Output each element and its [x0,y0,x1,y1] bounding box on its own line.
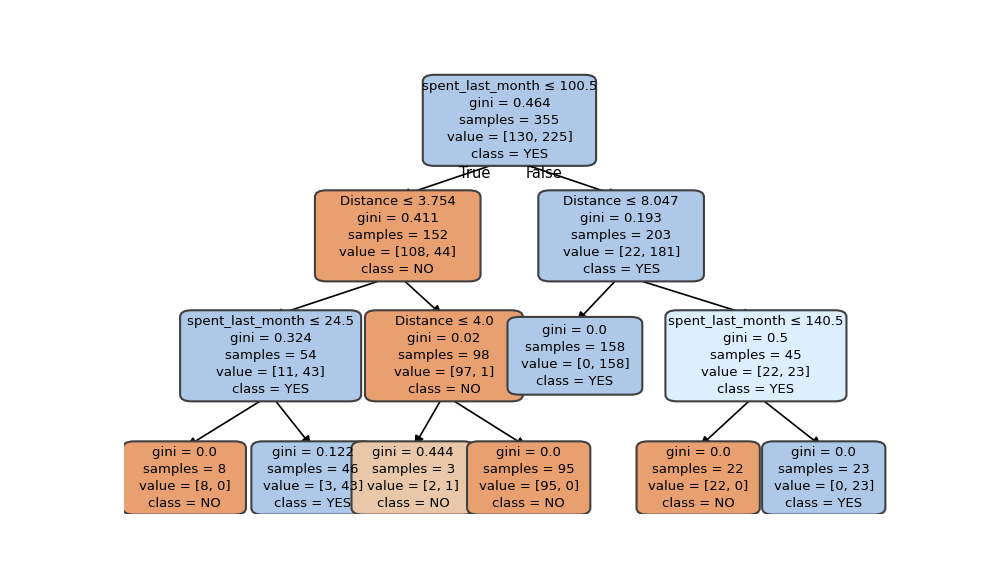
Text: Distance ≤ 8.047
gini = 0.193
samples = 203
value = [22, 181]
class = YES: Distance ≤ 8.047 gini = 0.193 samples = … [563,196,680,276]
FancyBboxPatch shape [539,190,704,282]
Text: gini = 0.0
samples = 22
value = [22, 0]
class = NO: gini = 0.0 samples = 22 value = [22, 0] … [648,446,748,510]
Text: Distance ≤ 3.754
gini = 0.411
samples = 152
value = [108, 44]
class = NO: Distance ≤ 3.754 gini = 0.411 samples = … [339,196,456,276]
FancyBboxPatch shape [180,310,361,402]
Text: Distance ≤ 4.0
gini = 0.02
samples = 98
value = [97, 1]
class = NO: Distance ≤ 4.0 gini = 0.02 samples = 98 … [394,315,494,396]
FancyBboxPatch shape [665,310,847,402]
Text: gini = 0.0
samples = 23
value = [0, 23]
class = YES: gini = 0.0 samples = 23 value = [0, 23] … [773,446,874,510]
Text: spent_last_month ≤ 140.5
gini = 0.5
samples = 45
value = [22, 23]
class = YES: spent_last_month ≤ 140.5 gini = 0.5 samp… [668,315,844,396]
FancyBboxPatch shape [251,441,375,515]
Text: False: False [526,166,563,181]
Text: True: True [459,166,490,181]
FancyBboxPatch shape [365,310,523,402]
FancyBboxPatch shape [315,190,480,282]
Text: gini = 0.122
samples = 46
value = [3, 43]
class = YES: gini = 0.122 samples = 46 value = [3, 43… [262,446,363,510]
Text: spent_last_month ≤ 100.5
gini = 0.464
samples = 355
value = [130, 225]
class = Y: spent_last_month ≤ 100.5 gini = 0.464 sa… [421,80,597,161]
Text: gini = 0.444
samples = 3
value = [2, 1]
class = NO: gini = 0.444 samples = 3 value = [2, 1] … [367,446,459,510]
FancyBboxPatch shape [636,441,759,515]
FancyBboxPatch shape [762,441,886,515]
FancyBboxPatch shape [508,317,642,395]
Text: spent_last_month ≤ 24.5
gini = 0.324
samples = 54
value = [11, 43]
class = YES: spent_last_month ≤ 24.5 gini = 0.324 sam… [187,315,354,396]
FancyBboxPatch shape [422,75,596,166]
Text: gini = 0.0
samples = 95
value = [95, 0]
class = NO: gini = 0.0 samples = 95 value = [95, 0] … [479,446,579,510]
Text: gini = 0.0
samples = 158
value = [0, 158]
class = YES: gini = 0.0 samples = 158 value = [0, 158… [521,324,629,388]
FancyBboxPatch shape [467,441,590,515]
Text: gini = 0.0
samples = 8
value = [8, 0]
class = NO: gini = 0.0 samples = 8 value = [8, 0] cl… [138,446,231,510]
FancyBboxPatch shape [352,441,475,515]
FancyBboxPatch shape [122,441,246,515]
